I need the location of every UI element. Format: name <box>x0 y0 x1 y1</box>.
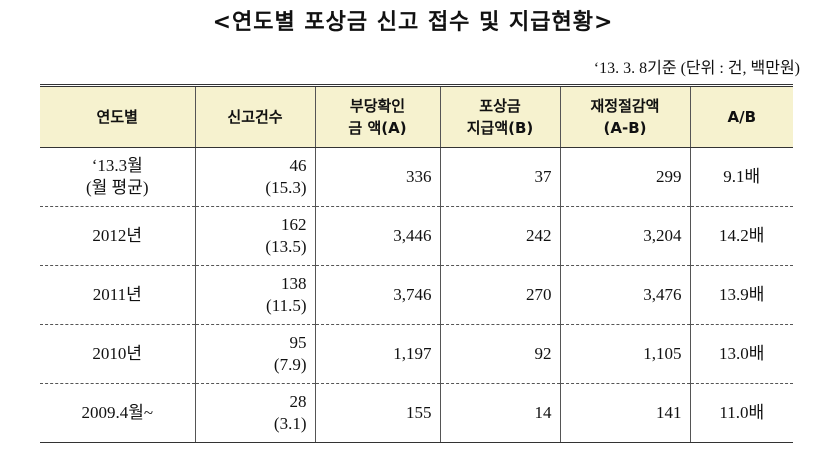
table-body: ‘13.3월 (월 평균) 46 (15.3) 336 37 299 9.1배 2012년 162… <box>40 147 793 443</box>
table-cell: 336 <box>314 147 440 207</box>
cell-line: (7.9) <box>273 355 307 374</box>
cell-line: 270 <box>526 285 552 304</box>
table-cell: 11.0배 <box>689 383 793 443</box>
table-cell: 242 <box>439 206 560 266</box>
cell-line: 336 <box>406 167 432 186</box>
column-header: 재정절감액 (A-B) <box>559 84 690 148</box>
table-cell: 3,476 <box>559 265 690 325</box>
cell-line: (13.5) <box>265 237 307 256</box>
table-cell: ‘13.3월 (월 평균) <box>40 147 195 207</box>
table-row: 2010년 95 (7.9) 1,197 92 1,105 13.0배 <box>40 324 793 384</box>
column-header: 신고건수 <box>194 84 315 148</box>
table-cell: 2009.4월~ <box>40 383 195 443</box>
cell-line: 포상금 <box>479 97 521 115</box>
cell-line: 재정절감액 <box>590 97 660 115</box>
cell-line: 3,476 <box>643 285 682 304</box>
cell-line: 연도별 <box>96 108 138 126</box>
cell-line: 95 <box>289 333 307 352</box>
cell-line: (월 평균) <box>86 178 149 197</box>
cell-line: (11.5) <box>266 296 307 315</box>
cell-line: 2010년 <box>92 344 143 363</box>
table-cell: 3,746 <box>314 265 440 325</box>
header-row: 연도별 신고건수 부당확인 금 액(A) 포상금 지급액(B) 재정절감액 (A-B) A/B <box>40 84 793 148</box>
table-row: ‘13.3월 (월 평균) 46 (15.3) 336 37 299 9.1배 <box>40 147 793 207</box>
table-cell: 1,197 <box>314 324 440 384</box>
table: 연도별 신고건수 부당확인 금 액(A) 포상금 지급액(B) 재정절감액 (A-B) A/B … <box>40 84 793 443</box>
table-row: 2011년 138 (11.5) 3,746 270 3,476 13.9배 <box>40 265 793 325</box>
cell-line: 37 <box>534 167 552 186</box>
cell-line: 3,446 <box>393 226 432 245</box>
table-cell: 14 <box>439 383 560 443</box>
cell-line: 금 액(A) <box>348 119 407 137</box>
cell-line: 지급액(B) <box>466 119 534 137</box>
table-cell: 1,105 <box>559 324 690 384</box>
table-cell: 299 <box>559 147 690 207</box>
column-header: 연도별 <box>40 84 195 148</box>
table-cell: 2012년 <box>40 206 195 266</box>
cell-line: 신고건수 <box>227 108 283 126</box>
cell-line: 부당확인 <box>349 97 406 115</box>
table-cell: 155 <box>314 383 440 443</box>
cell-line: 1,197 <box>393 344 432 363</box>
column-header: A/B <box>689 84 793 148</box>
cell-line: 2012년 <box>92 226 143 245</box>
cell-line: (15.3) <box>265 178 307 197</box>
table-cell: 28 (3.1) <box>194 383 315 443</box>
cell-line: ‘13.3월 <box>91 156 143 175</box>
cell-line: 28 <box>289 392 307 411</box>
table-cell: 2010년 <box>40 324 195 384</box>
cell-line: 92 <box>534 344 552 363</box>
table-cell: 46 (15.3) <box>194 147 315 207</box>
table-cell: 92 <box>439 324 560 384</box>
cell-line: 2009.4월~ <box>81 403 154 422</box>
cell-line: 138 <box>281 274 307 293</box>
cell-line: 3,204 <box>643 226 682 245</box>
table-cell: 3,446 <box>314 206 440 266</box>
table-row: 2009.4월~ 28 (3.1) 155 14 141 11.0배 <box>40 383 793 443</box>
cell-line: (3.1) <box>273 414 307 433</box>
table-cell: 13.0배 <box>689 324 793 384</box>
table-cell: 95 (7.9) <box>194 324 315 384</box>
table-cell: 14.2배 <box>689 206 793 266</box>
cell-line: 1,105 <box>643 344 682 363</box>
cell-line: 299 <box>656 167 682 186</box>
cell-line: 242 <box>526 226 552 245</box>
cell-line: (A-B) <box>603 119 647 137</box>
table-cell: 9.1배 <box>689 147 793 207</box>
cell-line: 9.1배 <box>723 167 761 186</box>
table-cell: 13.9배 <box>689 265 793 325</box>
cell-line: 14 <box>534 403 552 422</box>
cell-line: 3,746 <box>393 285 432 304</box>
cell-line: 14.2배 <box>719 226 765 245</box>
table-row: 2012년 162 (13.5) 3,446 242 3,204 14.2배 <box>40 206 793 266</box>
cell-line: 2011년 <box>92 285 142 304</box>
table-cell: 2011년 <box>40 265 195 325</box>
table-cell: 37 <box>439 147 560 207</box>
table-cell: 138 (11.5) <box>194 265 315 325</box>
table-cell: 141 <box>559 383 690 443</box>
cell-line: 13.9배 <box>719 285 765 304</box>
cell-line: 162 <box>281 215 307 234</box>
table-cell: 3,204 <box>559 206 690 266</box>
cell-line: 155 <box>406 403 432 422</box>
cell-line: 13.0배 <box>719 344 765 363</box>
table-cell: 270 <box>439 265 560 325</box>
note: ‘13. 3. 8기준 (단위 : 건, 백만원) <box>593 60 800 77</box>
cell-line: 11.0배 <box>719 403 765 422</box>
cell-line: 46 <box>289 156 307 175</box>
table-cell: 162 (13.5) <box>194 206 315 266</box>
title: <연도별 포상금 신고 접수 및 지급현황> <box>212 10 614 35</box>
cell-line: 141 <box>656 403 682 422</box>
cell-line: A/B <box>727 108 757 126</box>
